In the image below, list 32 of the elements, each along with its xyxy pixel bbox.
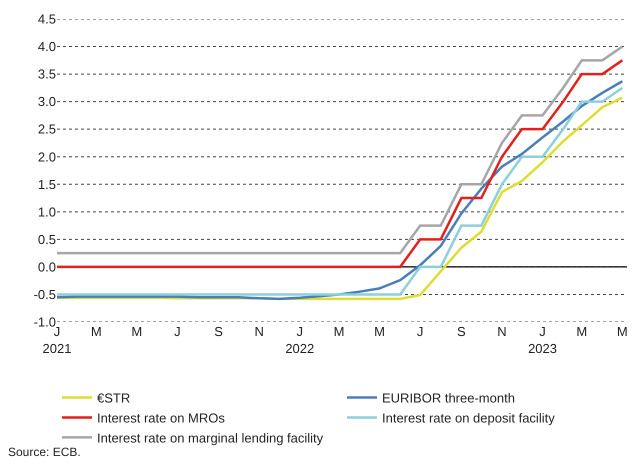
legend-label: Interest rate on MROs <box>97 410 226 426</box>
x-tick-label: M <box>90 324 102 339</box>
x-tick-label: M <box>374 324 385 339</box>
x-tick-label: S <box>214 324 224 339</box>
y-tick-label: 4.0 <box>38 39 56 54</box>
y-tick-label: 0.5 <box>38 232 56 247</box>
y-tick-label: 2.5 <box>38 122 56 137</box>
x-tick-label: M <box>616 324 628 339</box>
legend-label: €STR <box>97 390 130 406</box>
y-tick-label: -1.0 <box>34 314 56 330</box>
y-tick-label: 1.5 <box>38 176 56 192</box>
y-tick-label: 2.0 <box>38 149 56 164</box>
x-tick-label: J 2022 <box>285 324 314 356</box>
source-note: Source: ECB. <box>8 445 81 459</box>
x-tick-label: M <box>576 324 588 339</box>
legend-label: Interest rate on marginal lending facility <box>97 430 324 446</box>
legend-label: Interest rate on deposit facility <box>382 410 556 426</box>
x-tick-label: M <box>131 324 142 339</box>
x-tick-label: S <box>457 324 466 339</box>
y-tick-label: 0.0 <box>38 259 56 274</box>
y-tick-label: 3.0 <box>38 94 56 110</box>
x-tick-label: N <box>254 324 264 339</box>
x-tick-label: J 2023 <box>528 324 557 356</box>
y-tick-label: 3.5 <box>38 66 56 82</box>
y-tick-label: 4.5 <box>38 12 56 27</box>
x-tick-label: J <box>416 324 424 339</box>
x-tick-label: J <box>174 324 181 339</box>
legend-label: EURIBOR three-month <box>382 390 515 406</box>
y-tick-label: 1.0 <box>38 204 56 220</box>
x-tick-label: M <box>334 324 344 339</box>
y-tick-label: -0.5 <box>34 287 56 302</box>
x-tick-label: N <box>497 324 507 339</box>
